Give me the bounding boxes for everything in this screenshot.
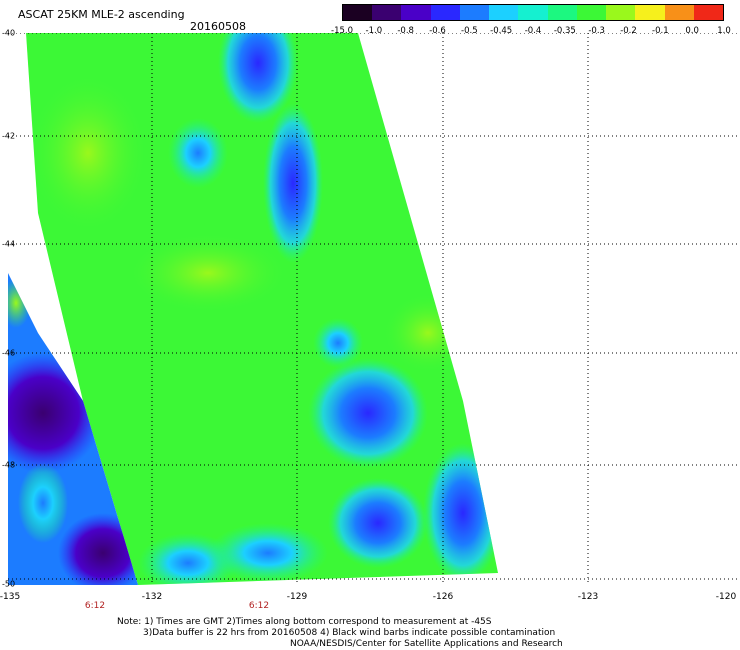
color-scale-tick-label: -0.1 xyxy=(652,26,669,36)
lat-label-42: -42 xyxy=(2,131,16,141)
color-scale-tick-label: -0.35 xyxy=(553,26,576,36)
color-scale-segment xyxy=(401,5,432,20)
color-scale-ticks: -15.0 -1.0 -0.8 -0.6 -0.5 -0.45 -0.4 -0.35 -0.3 -… xyxy=(331,26,731,38)
lat-label-50: -50 xyxy=(2,579,16,589)
color-scale-segment xyxy=(635,5,666,20)
color-scale-tick-label: -0.3 xyxy=(588,26,605,36)
color-scale-segment xyxy=(518,5,549,20)
color-scale-segment xyxy=(343,5,373,20)
lon-label-123: -123 xyxy=(577,592,599,602)
lat-label-46: -46 xyxy=(2,348,16,358)
color-scale-tick-label: -0.4 xyxy=(524,26,542,36)
color-scale-segment xyxy=(372,5,402,20)
color-scale-tick-label: -1.0 xyxy=(365,26,383,36)
lon-label-126: -126 xyxy=(432,592,454,602)
color-scale-segment xyxy=(606,5,636,20)
color-scale-segment xyxy=(576,5,607,20)
map-date: 20160508 xyxy=(190,20,246,33)
lat-label-44: -44 xyxy=(2,239,16,249)
time-label-left: 6:12 xyxy=(84,601,106,611)
lat-label-40: -40 xyxy=(2,28,16,38)
color-scale-segment xyxy=(547,5,578,20)
color-scale-tick-label: 1.0 xyxy=(717,26,731,36)
lon-label-129: -129 xyxy=(286,592,308,602)
lon-label-132: -132 xyxy=(141,592,163,602)
color-scale-tick-label: -0.6 xyxy=(429,26,446,36)
note-line-2: 3)Data buffer is 22 hrs from 20160508 4)… xyxy=(143,628,556,638)
color-scale-tick-label: -0.5 xyxy=(461,26,478,36)
color-scale-segment xyxy=(489,5,519,20)
color-scale-tick-label: -0.2 xyxy=(620,26,637,36)
note-line-3: NOAA/NESDIS/Center for Satellite Applica… xyxy=(290,639,563,649)
color-scale-segment xyxy=(693,5,724,20)
swath-map xyxy=(8,33,740,585)
color-scale-bar xyxy=(342,4,724,21)
color-scale-tick-label: -0.8 xyxy=(397,26,414,36)
lon-label-135: -135 xyxy=(0,592,21,602)
time-label-middle: 6:12 xyxy=(248,601,270,611)
note-line-1: Note: 1) Times are GMT 2)Times along bot… xyxy=(117,617,492,627)
lon-label-120: -120 xyxy=(715,592,737,602)
color-scale-segment xyxy=(430,5,461,20)
color-scale-tick-label: -15.0 xyxy=(331,26,353,36)
color-scale-segment xyxy=(664,5,695,20)
map-title: ASCAT 25KM MLE-2 ascending xyxy=(18,8,185,21)
color-scale-tick-label: 0.0 xyxy=(685,26,699,36)
color-scale-tick-label: -0.45 xyxy=(490,26,513,36)
lat-label-48: -48 xyxy=(2,460,16,470)
color-scale-segment xyxy=(459,5,490,20)
graticule xyxy=(8,33,740,585)
